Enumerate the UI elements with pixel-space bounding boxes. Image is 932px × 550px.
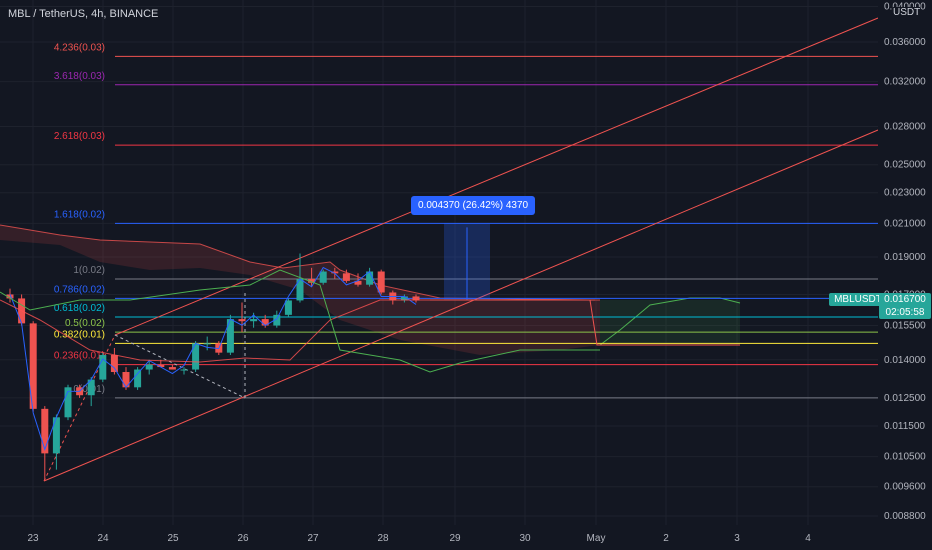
candle-body — [110, 355, 118, 373]
y-axis-tick-label: 0.032000 — [884, 77, 926, 88]
currency-label: USDT — [893, 7, 921, 18]
y-axis-tick-label: 0.025000 — [884, 160, 926, 171]
projection-dashed-line — [114, 334, 246, 399]
candle-body — [319, 271, 327, 283]
fib-level-label: 0.786(0.02) — [54, 284, 105, 295]
x-axis-tick-label: 25 — [167, 533, 179, 544]
current-price-value-tag: 0.016700 02:05:58 — [879, 293, 931, 319]
candle-body — [99, 355, 107, 380]
x-axis-tick-label: 30 — [519, 533, 531, 544]
candle-body — [377, 271, 385, 293]
ichimoku-cloud-bullish — [600, 300, 740, 345]
x-axis-tick-label: 26 — [237, 533, 249, 544]
candle-body — [238, 319, 246, 322]
y-axis-tick-label: 0.036000 — [884, 37, 926, 48]
candle-body — [168, 367, 176, 370]
candle-body — [29, 323, 37, 409]
price-axis-panel — [878, 0, 932, 550]
x-axis-tick-label: 24 — [97, 533, 109, 544]
chart-title: MBL / TetherUS, 4h, BINANCE — [8, 8, 159, 20]
y-axis-tick-label: 0.015500 — [884, 321, 926, 332]
candle-body — [400, 296, 408, 301]
candle-body — [273, 314, 281, 326]
fib-level-label: 1(0.02) — [73, 265, 105, 276]
current-price-value: 0.016700 — [884, 294, 926, 305]
x-axis-tick-label: 27 — [307, 533, 319, 544]
channel-upper-line — [114, 17, 879, 336]
candle-body — [261, 319, 269, 326]
fib-level-label: 1.618(0.02) — [54, 209, 105, 220]
candle-body — [52, 417, 60, 454]
x-axis-tick-label: 29 — [449, 533, 461, 544]
fib-level-label: 0.382(0.01) — [54, 329, 105, 340]
candle-body — [180, 369, 188, 371]
kijun-line — [0, 299, 440, 363]
y-axis-tick-label: 0.012500 — [884, 393, 926, 404]
fib-level-label: 2.618(0.03) — [54, 131, 105, 142]
candle-body — [64, 387, 72, 418]
y-axis-tick-label: 0.010500 — [884, 452, 926, 463]
candle-body — [203, 343, 211, 345]
candle-body — [134, 369, 142, 388]
y-axis-tick-label: 0.028000 — [884, 122, 926, 133]
candle-body — [226, 319, 234, 353]
y-axis-tick-label: 0.011500 — [884, 421, 925, 432]
tenkan-line — [9, 266, 417, 451]
current-price-symbol: MBLUSDT — [834, 294, 882, 305]
candle-body — [308, 278, 316, 283]
candle-body — [296, 278, 304, 301]
senkou-b-line — [589, 299, 740, 346]
candle-body — [192, 343, 200, 370]
y-axis-tick-label: 0.008800 — [884, 511, 926, 522]
x-axis-tick-label: 28 — [377, 533, 389, 544]
candle-body — [6, 294, 14, 299]
x-axis-tick-label: May — [587, 533, 606, 544]
candle-body — [342, 273, 350, 281]
x-axis-tick-label: 23 — [27, 533, 39, 544]
x-axis-tick-label: 4 — [805, 533, 811, 544]
current-price-countdown: 02:05:58 — [885, 307, 925, 318]
y-axis-tick-label: 0.019000 — [884, 252, 926, 263]
current-price-tag: MBLUSDT — [829, 293, 887, 306]
candle-body — [366, 271, 374, 285]
measure-tooltip: 0.004370 (26.42%) 4370 — [411, 196, 536, 215]
fib-level-label: 0.618(0.02) — [54, 303, 105, 314]
channel-lower-line — [43, 129, 879, 482]
candle-body — [122, 372, 130, 388]
candle-body — [87, 379, 95, 396]
candle-body — [331, 271, 339, 274]
time-axis-panel — [0, 525, 932, 550]
y-axis-tick-label: 0.023000 — [884, 188, 926, 199]
candle-body — [157, 364, 165, 368]
x-axis-tick-label: 3 — [734, 533, 740, 544]
fib-level-label: 0.5(0.02) — [65, 318, 105, 329]
y-axis-tick-label: 0.014000 — [884, 355, 926, 366]
fib-level-label: 0.236(0.01) — [54, 351, 105, 362]
candle-body — [145, 364, 153, 370]
y-axis-tick-label: 0.021000 — [884, 218, 926, 229]
candle-body — [284, 300, 292, 315]
candle-body — [250, 319, 258, 322]
x-axis-tick-label: 2 — [663, 533, 669, 544]
chikou-line — [0, 269, 600, 373]
candle-body — [412, 296, 420, 301]
fib-level-label: 3.618(0.03) — [54, 71, 105, 82]
y-axis-tick-label: 0.009600 — [884, 482, 926, 493]
candle-body — [354, 280, 362, 285]
fib-level-label: 4.236(0.03) — [54, 42, 105, 53]
candle-body — [41, 408, 49, 454]
